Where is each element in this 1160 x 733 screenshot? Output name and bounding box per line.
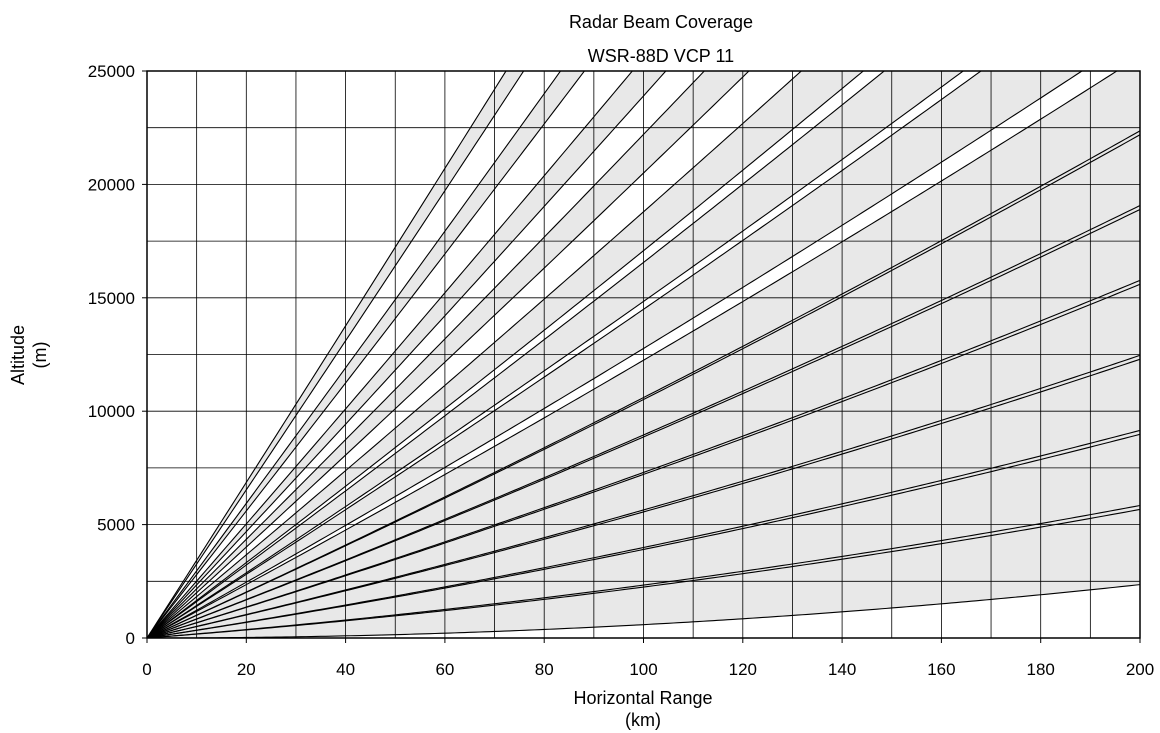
x-tick-label: 140 [828,660,856,679]
beam-upper-edge-3.35deg [147,279,1140,638]
beam-upper-edge-10deg [147,71,803,638]
beam-lower-edge-14deg [147,71,667,638]
beam-lower-edge-7.5deg [147,71,1083,638]
beam-edge-lines [147,71,1140,638]
y-tick-label: 25000 [88,62,135,81]
beam-upper-edge-8.7deg [147,71,886,638]
x-axis-ticks: 0 20 40 60 80 100 120 140 160 180 200 [142,638,1154,679]
x-tick-label: 80 [535,660,554,679]
beam-lower-edge-8.7deg [147,71,965,638]
x-tick-label: 160 [927,660,955,679]
x-tick-label: 200 [1126,660,1154,679]
y-tick-label: 15000 [88,289,135,308]
x-axis-label: Horizontal Range [573,688,712,708]
beam-upper-edge-1.45deg [147,429,1140,638]
beam-upper-edge-7.5deg [147,71,982,638]
beam-upper-edge-12deg [147,71,706,638]
chart-subtitle: WSR-88D VCP 11 [588,46,734,66]
y-tick-label: 10000 [88,402,135,421]
beam-lower-edge-5.25deg [147,208,1140,638]
x-tick-label: 0 [142,660,151,679]
beam-upper-edge-14deg [147,71,634,638]
y-axis-ticks: 0 5000 10000 15000 20000 25000 [88,62,147,648]
y-axis-label: Altitude [8,325,28,385]
beam-lower-edge-10deg [147,71,865,638]
beam-upper-edge-6.2deg [147,71,1118,638]
y-tick-label: 20000 [88,175,135,194]
beam-lower-edge-12deg [147,71,750,638]
x-axis-unit: (km) [625,710,661,730]
y-tick-label: 0 [126,629,135,648]
beam-upper-edge-4.3deg [147,205,1140,638]
beam-lower-edge-16.7deg [147,71,586,638]
y-axis-unit: (m) [30,342,50,369]
beam-lower-edge-1.45deg [147,508,1140,638]
beam-lower-edge-19.5deg [147,71,525,638]
beam-upper-edge-19.5deg [147,71,507,638]
beam-lower-edge-6.2deg [147,134,1140,638]
grid-lines [147,71,1140,638]
chart-title: Radar Beam Coverage [569,12,753,32]
x-tick-label: 20 [237,660,256,679]
x-tick-label: 120 [729,660,757,679]
x-tick-label: 40 [336,660,355,679]
beam-upper-edge-2.4deg [147,354,1140,638]
beam-lower-edge-2.4deg [147,433,1140,638]
x-tick-label: 60 [435,660,454,679]
beam-lower-edge-0.5deg [147,584,1140,638]
beam-lower-edge-3.35deg [147,358,1140,638]
x-tick-label: 180 [1027,660,1055,679]
y-tick-label: 5000 [97,516,135,535]
beam-upper-edge-0.5deg [147,504,1140,638]
beam-upper-edge-16.7deg [147,71,562,638]
x-tick-label: 100 [629,660,657,679]
beam-upper-edge-5.25deg [147,130,1140,638]
beam-lower-edge-4.3deg [147,283,1140,638]
